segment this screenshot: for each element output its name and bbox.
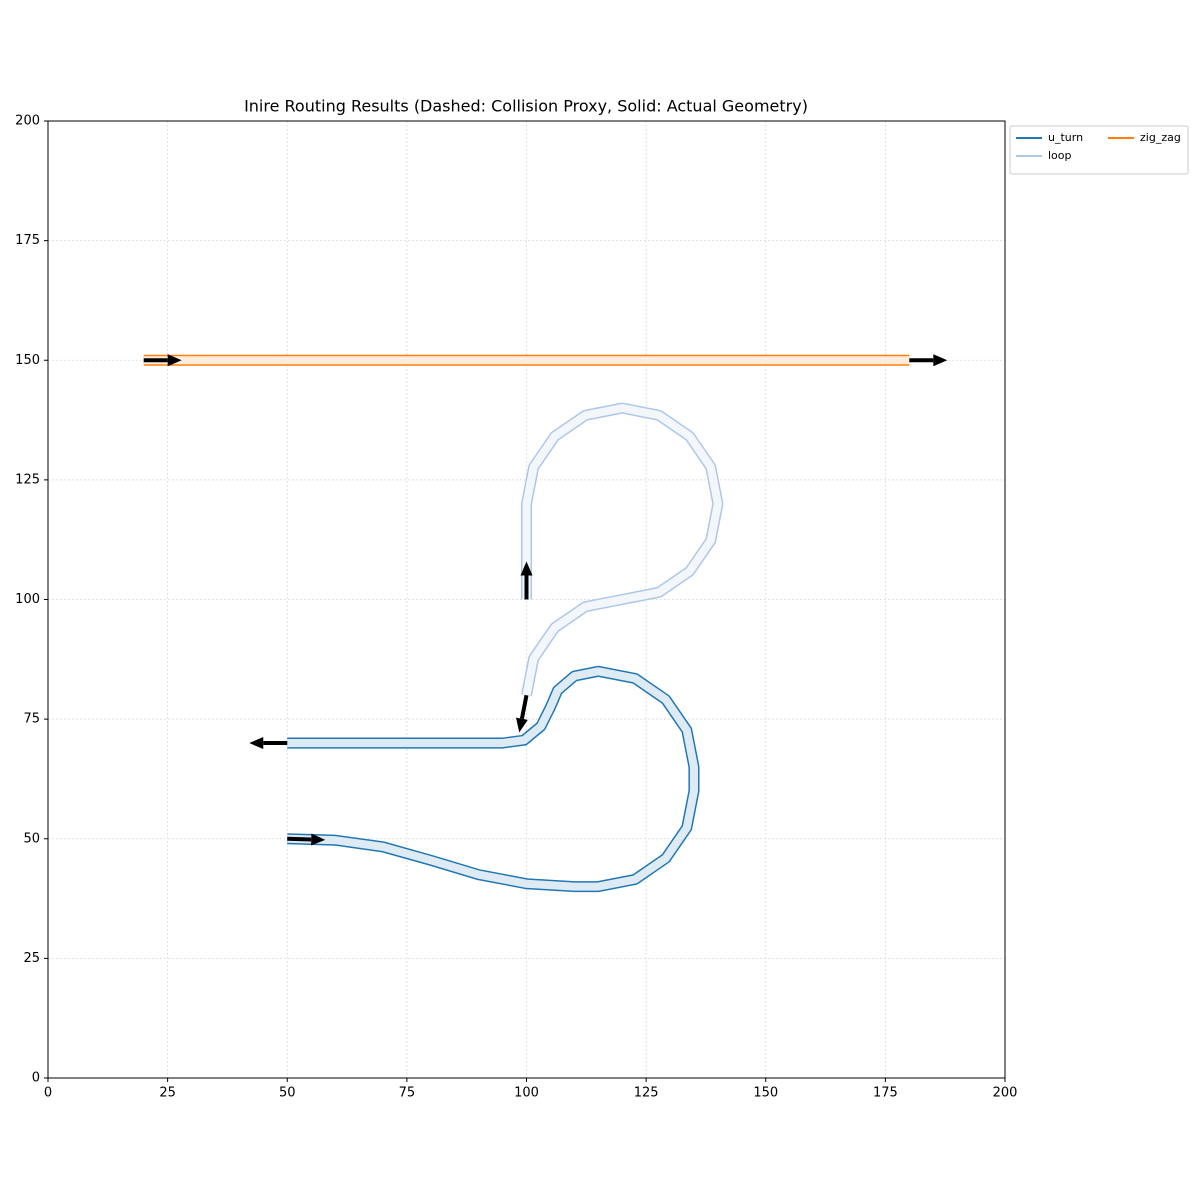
y-tick-label: 50 xyxy=(23,831,40,846)
y-tick-label: 175 xyxy=(15,233,40,248)
route xyxy=(520,402,724,697)
chart-title: Inire Routing Results (Dashed: Collision… xyxy=(244,97,808,116)
port-arrow-head xyxy=(167,354,182,367)
port-arrow-shaft xyxy=(287,836,312,842)
x-tick-label: 200 xyxy=(993,1086,1018,1101)
y-tick-label: 75 xyxy=(23,712,40,727)
y-tick-label: 125 xyxy=(15,472,40,487)
waveguide-fill xyxy=(287,667,699,891)
waveguide-core xyxy=(522,404,722,696)
port-arrow-head xyxy=(516,717,528,733)
legend-box xyxy=(1009,125,1189,175)
legend-label: loop xyxy=(1048,149,1072,162)
waveguide-core xyxy=(287,667,699,891)
legend-label: zig_zag xyxy=(1140,131,1181,144)
x-tick-label: 125 xyxy=(634,1086,659,1101)
x-tick-label: 150 xyxy=(753,1086,778,1101)
axes-frame xyxy=(47,120,1006,1079)
port-arrow-head xyxy=(520,561,533,576)
waveguide-fill xyxy=(522,404,722,696)
x-tick-label: 0 xyxy=(44,1086,52,1101)
y-tick-label: 25 xyxy=(23,951,40,966)
port-arrow-head xyxy=(311,833,326,846)
legend-label: u_turn xyxy=(1048,131,1083,144)
port-arrow-shaft xyxy=(519,694,529,720)
waveguide-outline xyxy=(287,665,700,893)
port-arrow-head xyxy=(933,354,948,367)
y-tick-label: 200 xyxy=(15,114,40,129)
x-tick-label: 175 xyxy=(873,1086,898,1101)
x-tick-label: 25 xyxy=(159,1086,176,1101)
route xyxy=(287,665,700,893)
y-tick-label: 100 xyxy=(15,592,40,607)
x-tick-label: 100 xyxy=(514,1086,539,1101)
waveguide-outline xyxy=(520,402,724,697)
x-tick-label: 75 xyxy=(399,1086,416,1101)
y-tick-label: 0 xyxy=(32,1071,40,1086)
y-tick-label: 150 xyxy=(15,353,40,368)
x-tick-label: 50 xyxy=(279,1086,296,1101)
port-arrow-head xyxy=(249,737,264,750)
